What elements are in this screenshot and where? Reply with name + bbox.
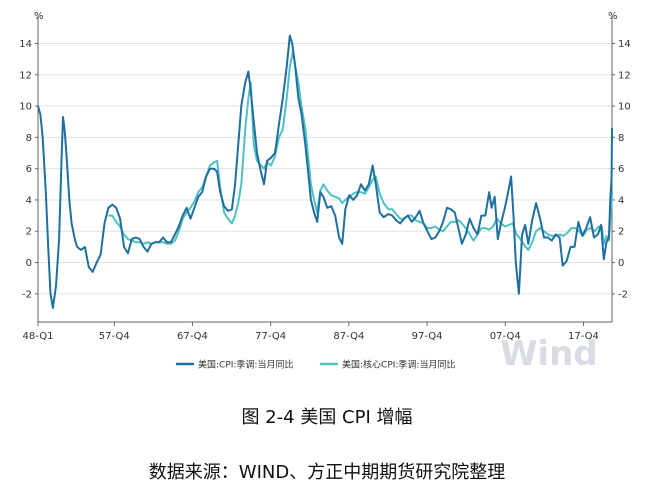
x-tick-label: 48-Q1 [23, 331, 54, 342]
y-axis-right: -2 0 2 4 6 8 10 12 14 [612, 39, 631, 300]
y-tick-label-right: -2 [618, 289, 628, 300]
y-tick-label-right: 2 [618, 227, 624, 238]
y-tick-label-right: 4 [618, 195, 624, 206]
x-tick-label: 17-Q4 [568, 331, 599, 342]
figure-source: 数据来源：WIND、方正中期期货研究院整理 [148, 462, 506, 483]
y-tick-label-left: 6 [26, 164, 32, 175]
y-tick-label-right: 14 [618, 39, 631, 50]
series-line-core-cpi [108, 50, 613, 251]
y-tick-label-left: 4 [26, 195, 32, 206]
legend-item-core-cpi-label: 美国:核心CPI:季调:当月同比 [342, 359, 455, 371]
y-unit-left: % [34, 11, 44, 22]
y-tick-label-right: 12 [618, 70, 631, 81]
series-line-cpi [37, 34, 613, 309]
series-lines [37, 34, 613, 309]
legend-item-cpi-label: 美国:CPI:季调:当月同比 [198, 359, 293, 371]
grid-lines [38, 42, 612, 295]
y-tick-label-left: 0 [26, 258, 32, 269]
watermark-logo: Wind [500, 334, 598, 374]
legend: 美国:CPI:季调:当月同比 美国:核心CPI:季调:当月同比 [176, 359, 455, 371]
figure-title: 图 2-4 美国 CPI 增幅 [241, 407, 413, 428]
y-tick-label-left: -2 [22, 289, 32, 300]
y-axis-left: -2 0 2 4 6 8 10 12 14 [19, 39, 38, 300]
y-tick-label-right: 6 [618, 164, 624, 175]
x-tick-label: 57-Q4 [99, 331, 130, 342]
chart-area: -2 0 2 4 6 8 10 12 14 -2 0 2 4 6 8 10 12 14 48-Q1 57-Q4 67… [19, 11, 631, 374]
x-tick-label: 87-Q4 [333, 331, 364, 342]
y-tick-label-left: 10 [19, 102, 32, 113]
y-tick-label-left: 2 [26, 227, 32, 238]
y-tick-label-right: 10 [618, 102, 631, 113]
y-tick-label-left: 12 [19, 70, 32, 81]
x-axis: 48-Q1 57-Q4 67-Q4 77-Q4 87-Q4 97-Q4 07-Q4 17-Q4 [23, 322, 599, 342]
y-unit-right: % [608, 11, 618, 22]
x-tick-label: 97-Q4 [412, 331, 443, 342]
x-tick-label: 67-Q4 [177, 331, 208, 342]
x-tick-label: 07-Q4 [490, 331, 521, 342]
y-tick-label-left: 14 [19, 39, 32, 50]
y-tick-label-right: 0 [618, 258, 624, 269]
y-tick-label-left: 8 [26, 133, 32, 144]
y-tick-label-right: 8 [618, 133, 624, 144]
x-tick-label: 77-Q4 [255, 331, 286, 342]
